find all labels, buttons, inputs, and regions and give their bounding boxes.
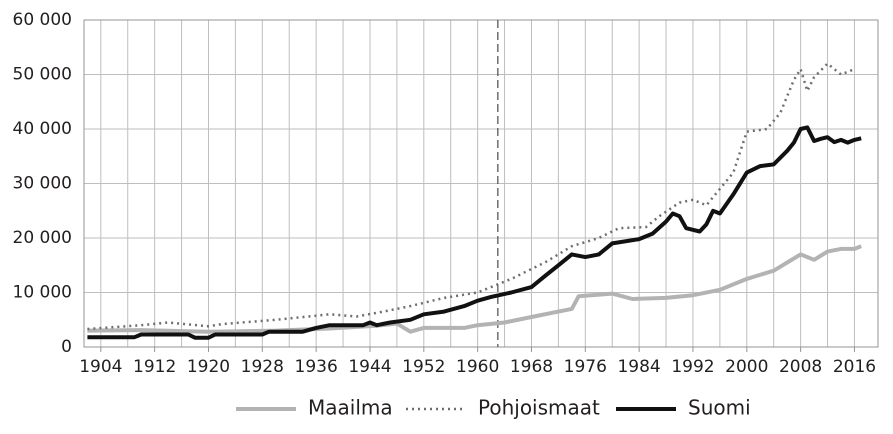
y-tick-label: 30 000 bbox=[13, 174, 72, 194]
x-tick-label: 1984 bbox=[617, 357, 660, 377]
x-tick-label: 2008 bbox=[779, 357, 822, 377]
y-tick-label: 20 000 bbox=[13, 228, 72, 248]
y-tick-label: 40 000 bbox=[13, 119, 72, 139]
series-line bbox=[87, 125, 862, 340]
y-tick-label: 50 000 bbox=[13, 65, 72, 85]
x-tick-label: 1912 bbox=[133, 357, 176, 377]
plot-frame bbox=[83, 19, 879, 348]
x-tick-label: 1952 bbox=[402, 357, 445, 377]
x-tick-label: 1920 bbox=[187, 357, 230, 377]
y-tick-label: 0 bbox=[61, 337, 72, 357]
series-line bbox=[87, 244, 862, 334]
legend-label: Suomi bbox=[688, 396, 751, 420]
x-tick-label: 1976 bbox=[564, 357, 607, 377]
x-tick-label: 2000 bbox=[725, 357, 768, 377]
y-tick-label: 10 000 bbox=[13, 283, 72, 303]
x-tick-label: 1944 bbox=[348, 357, 391, 377]
x-tick-label: 1904 bbox=[79, 357, 122, 377]
x-tick-label: 1968 bbox=[510, 357, 553, 377]
legend-label: Maailma bbox=[308, 396, 393, 420]
x-tick-label: 1992 bbox=[671, 357, 714, 377]
x-tick-label: 1960 bbox=[456, 357, 499, 377]
x-tick-label: 1928 bbox=[241, 357, 284, 377]
y-tick-label: 60 000 bbox=[13, 10, 72, 30]
legend-label: Pohjoismaat bbox=[478, 396, 600, 420]
x-tick-label: 2016 bbox=[833, 357, 876, 377]
x-tick-label: 1936 bbox=[295, 357, 338, 377]
series-line bbox=[87, 62, 855, 331]
